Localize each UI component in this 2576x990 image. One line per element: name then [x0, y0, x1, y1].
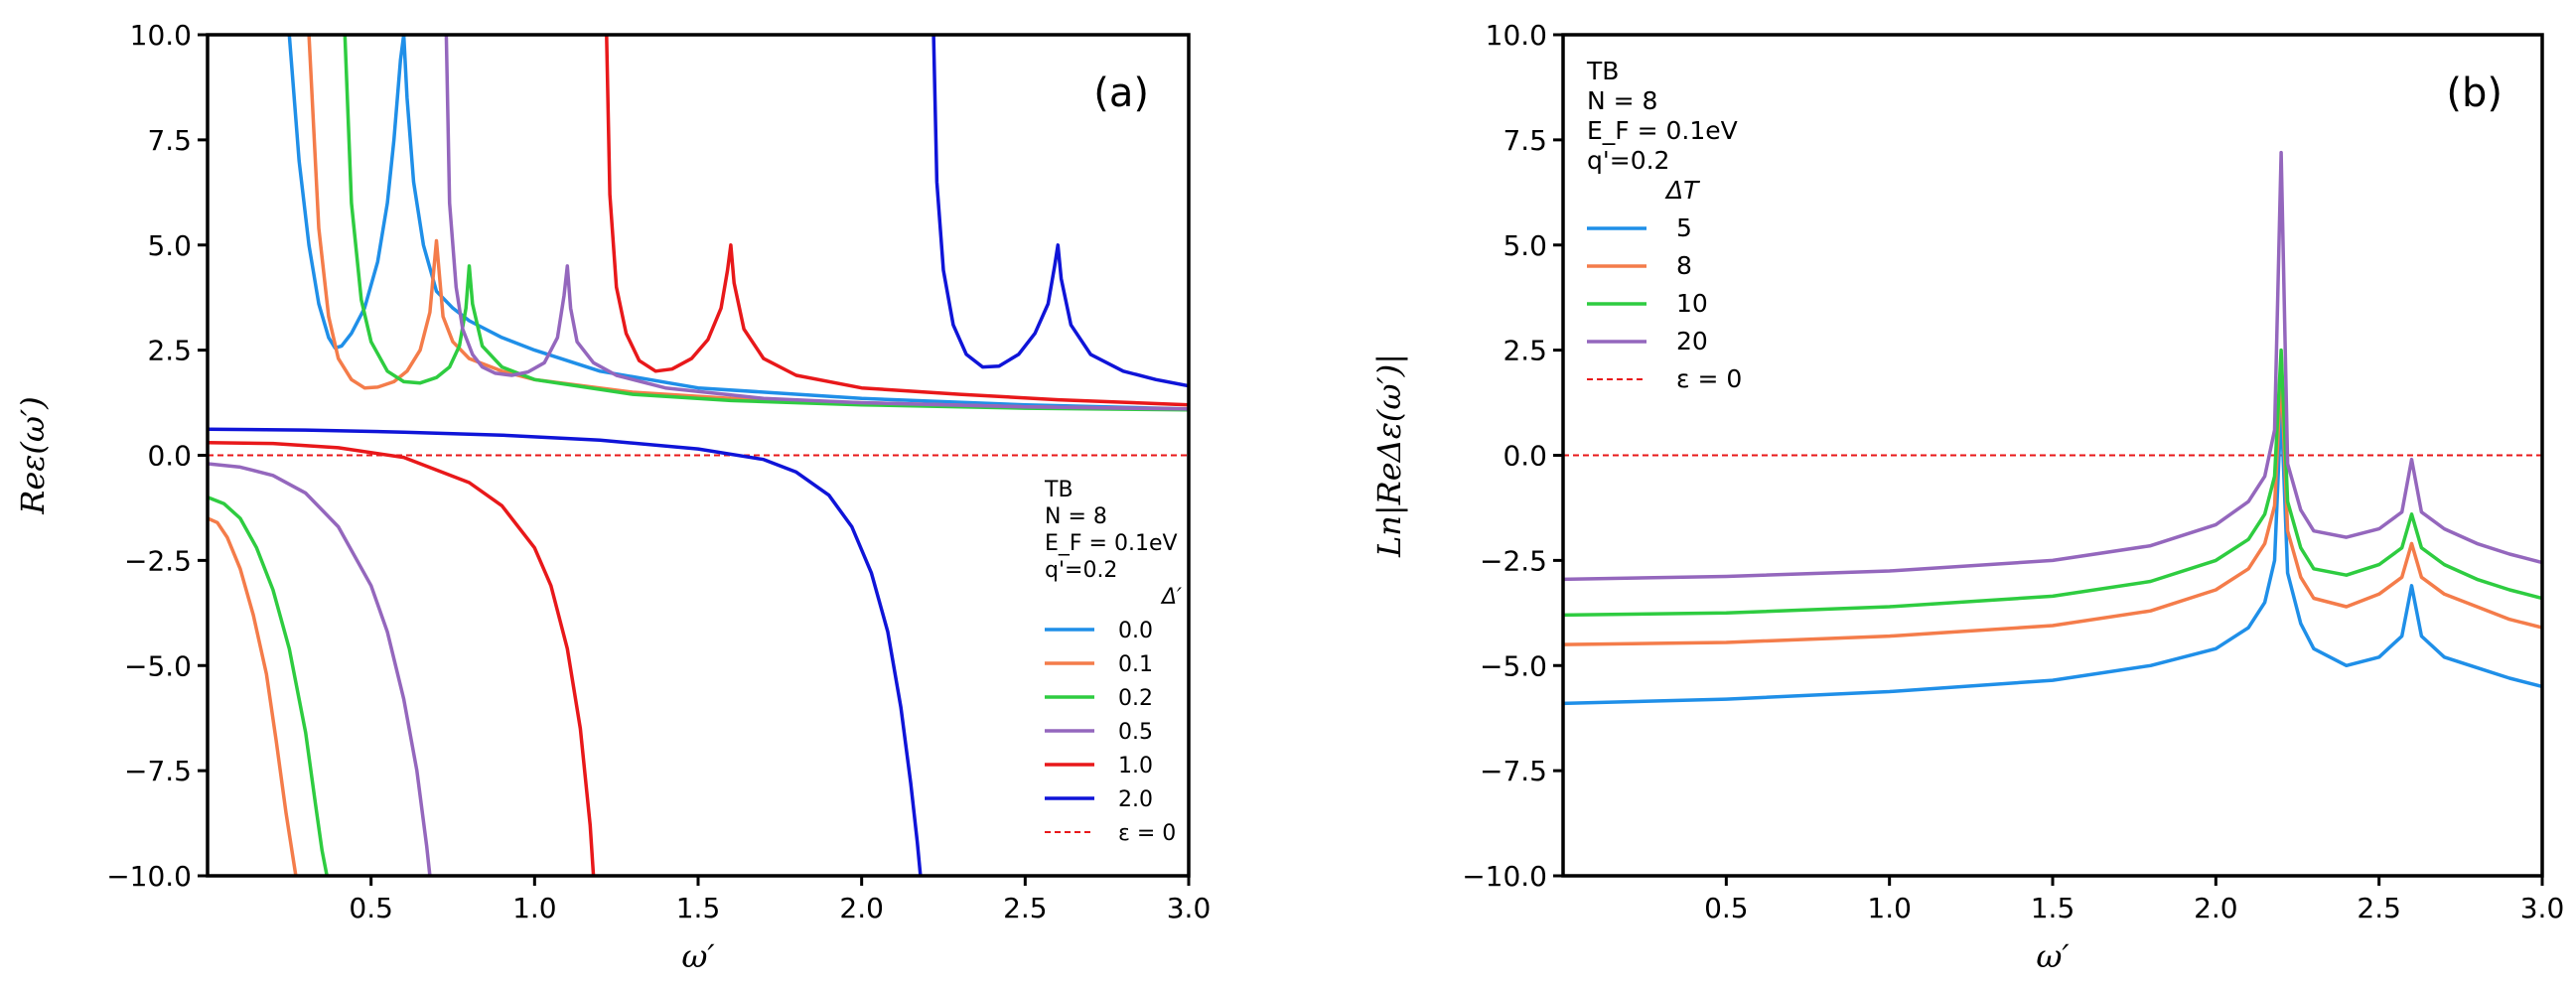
legend-header-line: E_F = 0.1eV [1587, 116, 1738, 145]
y-tick-label: 7.5 [147, 124, 192, 157]
y-tick-label: 7.5 [1503, 124, 1547, 157]
x-tick-label: 1.0 [512, 892, 557, 924]
y-tick-label: −7.5 [1480, 755, 1547, 787]
x-tick-label: 2.5 [1003, 892, 1048, 924]
x-tick-label: 0.5 [1704, 892, 1749, 924]
x-axis-label: ω′ [681, 937, 715, 975]
legend-entry-label: 10 [1676, 289, 1708, 318]
legend-header-line: q'=0.2 [1587, 146, 1669, 175]
chart-panel-b: 0.5 1.0 1.5 2.0 2.5 3.0 −10.0 −7.5 −5.0 −2.5 0.0 2.… [1370, 19, 2564, 975]
y-axis-label: Ln|ReΔε(ω′)| [1370, 354, 1408, 558]
series-line-20 [1563, 150, 2542, 582]
y-tick-label: −5.0 [124, 649, 192, 682]
x-tick-label: 2.5 [2357, 892, 2401, 924]
x-tick-label: 2.0 [2194, 892, 2238, 924]
legend-entry-label: 8 [1676, 251, 1692, 280]
legend-title: ΔT [1664, 176, 1700, 205]
legend-header-line: E_F = 0.1eV [1045, 531, 1178, 556]
legend-entry-label: 5 [1676, 213, 1692, 242]
legend-entry-label: 0.0 [1118, 619, 1153, 643]
y-tick-label: −10.0 [106, 860, 192, 893]
legend-title: Δ′ [1160, 585, 1182, 610]
x-tick-label: 3.0 [1167, 892, 1212, 924]
x-tick-label: 1.5 [676, 892, 721, 924]
series-line-1-0 [605, 35, 1189, 407]
series-line-0-2 [208, 495, 329, 876]
panel-label: (a) [1093, 71, 1149, 116]
x-axis-label: ω′ [2036, 937, 2070, 975]
legend-entry-label: 0.1 [1118, 652, 1153, 677]
legend-header-line: TB [1586, 57, 1619, 85]
y-axis-label: Reε(ω′) [14, 396, 52, 515]
y-tick-label: 10.0 [1486, 19, 1547, 52]
series-line-2-0 [931, 35, 1189, 388]
series-line-1-0 [208, 441, 596, 876]
x-tick-label: 1.5 [2031, 892, 2075, 924]
y-tick-label: 2.5 [147, 335, 192, 367]
series-group [208, 35, 1189, 876]
series-group [1563, 150, 2542, 706]
y-tick-label: −5.0 [1480, 649, 1547, 682]
panel-label: (b) [2446, 71, 2503, 116]
legend-header-line: TB [1044, 478, 1073, 502]
y-tick-label: −2.5 [124, 544, 192, 577]
x-tick-label: 1.0 [1867, 892, 1912, 924]
y-tick-label: 2.5 [1503, 335, 1547, 367]
legend-header-line: N = 8 [1587, 86, 1657, 115]
legend-entry-label: 0.2 [1118, 686, 1153, 711]
legend-header-line: N = 8 [1045, 504, 1107, 529]
series-line-0-2 [343, 35, 1189, 412]
y-tick-label: 0.0 [147, 440, 192, 473]
series-line-2-0 [208, 427, 923, 876]
y-tick-label: 5.0 [1503, 229, 1547, 262]
legend-entry-label: 2.0 [1118, 787, 1153, 812]
legend-entry-label: ε = 0 [1118, 821, 1176, 846]
series-line-0-5 [444, 35, 1189, 411]
legend-entry-label: 0.5 [1118, 720, 1153, 745]
x-tick-label: 2.0 [839, 892, 884, 924]
series-line-0-1 [208, 516, 298, 876]
series-line-10 [1563, 348, 2542, 618]
series-line-8 [1563, 369, 2542, 646]
y-tick-label: 10.0 [130, 19, 192, 52]
y-tick-label: −7.5 [124, 755, 192, 787]
legend-header-line: q'=0.2 [1045, 558, 1117, 583]
chart-panel-a: 0.5 1.0 1.5 2.0 2.5 3.0 −10.0 −7.5 −5.0 −2.5 0.0 2.… [14, 19, 1211, 975]
series-line-5 [1563, 402, 2542, 706]
y-tick-label: 5.0 [147, 229, 192, 262]
legend-entry-label: ε = 0 [1676, 364, 1742, 393]
y-tick-label: 0.0 [1503, 440, 1547, 473]
x-tick-label: 0.5 [349, 892, 393, 924]
y-tick-label: −2.5 [1480, 544, 1547, 577]
legend-entry-label: 1.0 [1118, 754, 1153, 778]
y-tick-label: −10.0 [1462, 860, 1547, 893]
series-line-0-1 [307, 35, 1189, 411]
x-tick-label: 3.0 [2520, 892, 2565, 924]
series-line-0-5 [208, 462, 432, 876]
series-line-0-0 [287, 35, 1189, 411]
legend-entry-label: 20 [1676, 327, 1708, 355]
